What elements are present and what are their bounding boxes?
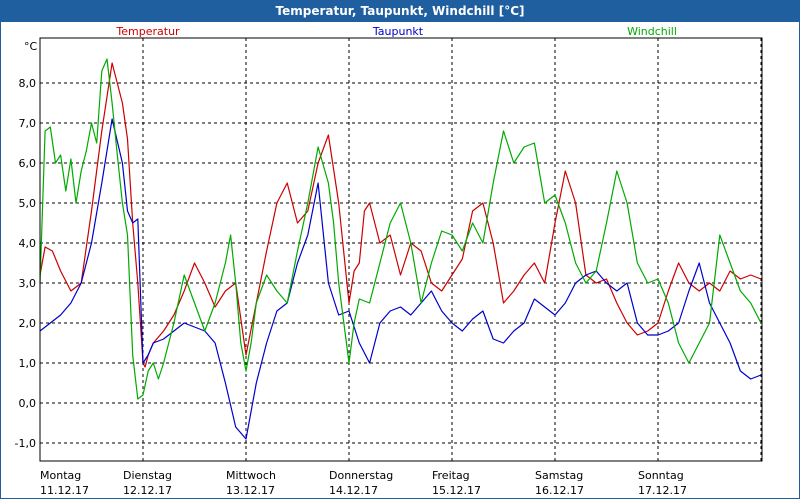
y-tick-label: 0,0 <box>19 397 37 410</box>
x-tick-day: Montag <box>40 469 81 482</box>
axis-labels: -1,0 0,0 1,0 2,0 3,0 4,0 5,0 6,0 7,0 8,0 °C Montag 1… <box>15 40 687 497</box>
x-tick-day: Dienstag <box>123 469 172 482</box>
x-tick-date: 15.12.17 <box>432 484 481 497</box>
x-tick-date: 12.12.17 <box>123 484 172 497</box>
grid-lines <box>40 38 762 461</box>
y-tick-label: 1,0 <box>19 357 37 370</box>
series-lines <box>39 58 762 440</box>
y-tick-label: 2,0 <box>19 317 37 330</box>
x-tick-date: 16.12.17 <box>535 484 584 497</box>
y-axis-unit: °C <box>24 40 38 53</box>
legend: Temperatur Taupunkt Windchill <box>115 25 677 38</box>
x-tick-date: 13.12.17 <box>226 484 275 497</box>
legend-label-taupunkt: Taupunkt <box>372 25 424 38</box>
series-line-windchill <box>39 58 762 400</box>
series-line-taupunkt <box>39 118 762 440</box>
chart-title: Temperatur, Taupunkt, Windchill [°C] <box>0 0 800 22</box>
y-tick-label: 7,0 <box>19 117 37 130</box>
x-tick-day: Mittwoch <box>226 469 276 482</box>
x-tick-day: Samstag <box>535 469 583 482</box>
y-tick-label: 4,0 <box>19 237 37 250</box>
x-tick-date: 14.12.17 <box>329 484 378 497</box>
x-tick-day: Sonntag <box>638 469 684 482</box>
x-tick-day: Freitag <box>432 469 470 482</box>
y-tick-label: 3,0 <box>19 277 37 290</box>
y-tick-label: 5,0 <box>19 197 37 210</box>
legend-label-temperatur: Temperatur <box>115 25 180 38</box>
x-tick-date: 11.12.17 <box>40 484 89 497</box>
x-tick-day: Donnerstag <box>329 469 393 482</box>
plot-frame <box>39 37 763 462</box>
y-tick-label: 6,0 <box>19 157 37 170</box>
x-tick-date: 17.12.17 <box>638 484 687 497</box>
series-line-temperatur <box>39 62 762 368</box>
y-tick-label: -1,0 <box>15 437 36 450</box>
chart-frame <box>0 22 800 499</box>
y-tick-label: 8,0 <box>19 77 37 90</box>
legend-label-windchill: Windchill <box>627 25 677 38</box>
